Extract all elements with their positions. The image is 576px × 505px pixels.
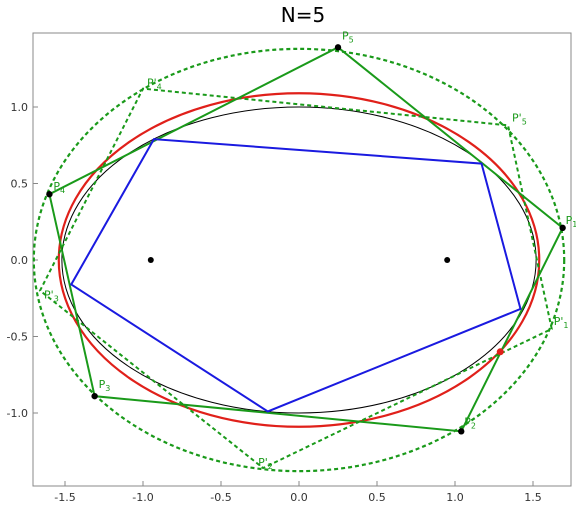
vertex-point (46, 191, 53, 198)
x-tick-label: 0.5 (368, 491, 386, 504)
blue-pentagon (69, 138, 522, 413)
vertex-point (91, 392, 98, 400)
axis-ticks: -1.5 -1.0 -0.5 0.0 0.5 1.0 1.5 -1.0 -0.5 0.0 0.5 1.… (7, 101, 542, 504)
vertex-point (334, 44, 342, 51)
prime-vertex-label: P'3 (44, 289, 59, 304)
vertex-label: P5 (342, 29, 354, 44)
focus-point (147, 257, 154, 263)
focus-point (444, 257, 451, 263)
vertex-label: P4 (53, 180, 65, 195)
prime-vertex-label: P'5 (512, 111, 527, 126)
x-tick-label: 1.5 (524, 491, 542, 504)
point-labels: P1 P2 P3 P4 P5 P'1 P'2 P'3 P'4 P'5 (44, 29, 576, 471)
black-ellipse (61, 106, 537, 414)
green-dashed-ellipse (32, 47, 566, 473)
y-tick-label: 0.5 (11, 178, 29, 191)
chart-title: N=5 (281, 3, 325, 27)
plot-frame (32, 32, 572, 487)
y-tick-label: 1.0 (11, 101, 29, 114)
y-tick-label: -0.5 (7, 331, 28, 344)
x-tick-label: 0.0 (290, 491, 308, 504)
red-ellipse (57, 92, 541, 428)
green-dashed-pentagon (38, 87, 553, 470)
vertex-label: P2 (464, 415, 476, 430)
y-tick-label: 0.0 (11, 254, 29, 267)
vertex-label: P3 (99, 378, 111, 393)
curves (32, 46, 566, 473)
red-point (496, 348, 504, 356)
prime-vertex-label: P'4 (147, 77, 162, 92)
x-tick-label: -1.5 (54, 491, 75, 504)
vertex-point (559, 224, 566, 232)
green-pentagon (48, 46, 564, 433)
x-tick-label: -1.0 (132, 491, 153, 504)
prime-vertex-label: P'1 (554, 315, 569, 330)
point-marks (46, 44, 566, 435)
x-tick-label: -0.5 (210, 491, 231, 504)
prime-vertex-label: P'2 (258, 456, 273, 471)
vertex-label: P1 (566, 214, 576, 229)
x-tick-label: 1.0 (446, 491, 464, 504)
y-tick-label: -1.0 (7, 407, 28, 420)
vertex-point (458, 428, 465, 435)
